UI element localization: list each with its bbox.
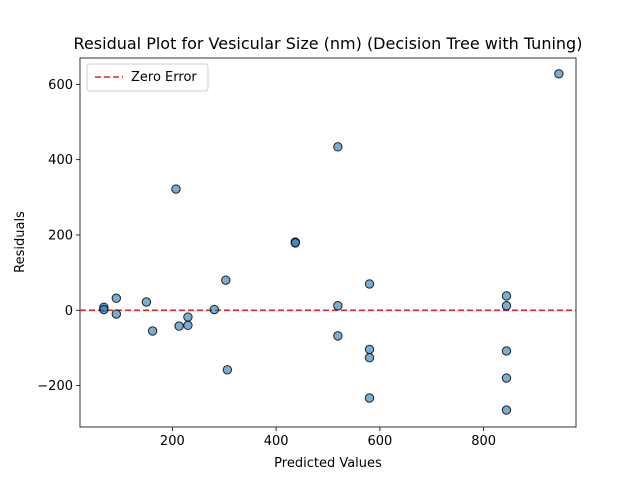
legend-zero-error-label: Zero Error [131,70,197,85]
data-point [183,312,193,322]
data-point [111,309,122,319]
plot-frame [79,57,577,428]
y-axis: −200 0 200 400 600 [37,78,80,394]
x-axis: 200 400 600 800 [160,427,496,449]
data-point [99,304,109,315]
data-point [290,238,301,248]
data-point [364,353,375,363]
data-point [501,373,512,383]
y-axis-title: Residuals [13,211,28,273]
data-point [554,69,564,79]
data-point [183,320,193,331]
data-point [333,301,343,311]
data-point [111,293,122,303]
data-point [222,365,233,375]
x-tick-label: 200 [160,434,185,449]
data-point [147,326,158,336]
y-tick-label: 0 [65,304,73,319]
y-tick-label: −200 [37,379,73,394]
y-tick-label: 200 [48,228,73,243]
y-tick-label: 600 [48,78,73,93]
data-point [333,142,343,152]
chart-title: Residual Plot for Vesicular Size (nm) (D… [74,34,583,53]
data-point [333,331,343,341]
legend: Zero Error [86,63,209,92]
data-point [364,393,375,403]
x-tick-label: 600 [367,434,392,449]
data-point [221,275,231,285]
data-point [501,405,512,415]
data-point [501,291,512,301]
legend-box [86,63,209,92]
x-axis-title: Predicted Values [274,456,382,471]
data-point [501,301,512,311]
data-point [364,344,375,355]
x-tick-label: 800 [471,434,496,449]
data-point [209,304,220,315]
x-tick-label: 400 [264,434,289,449]
data-point [171,184,181,194]
data-point [141,297,152,307]
y-tick-label: 400 [48,153,73,168]
data-point [501,346,512,356]
data-point [174,321,184,331]
data-point [364,279,375,289]
plot-area [79,57,577,428]
